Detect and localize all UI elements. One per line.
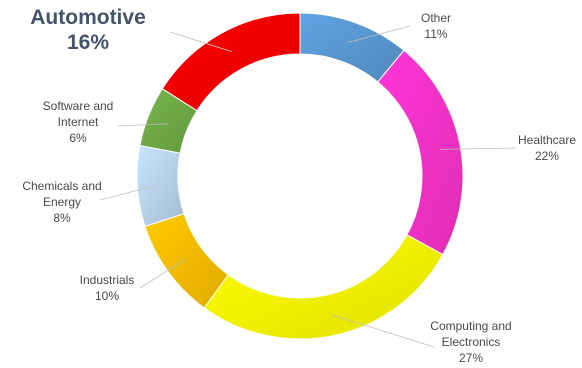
label-chemicals-and-energy-label: Chemicals and	[22, 179, 101, 193]
leader-line-healthcare	[439, 147, 516, 150]
leader-line-industrials	[139, 259, 186, 289]
slice-automotive	[161, 12, 301, 112]
label-automotive: Automotive 16%	[30, 6, 146, 54]
label-industrials: Industrials 10%	[80, 273, 135, 303]
label-healthcare: Healthcare 22%	[518, 133, 576, 163]
slice-computing-and-electronics	[203, 234, 444, 340]
label-healthcare-label: Healthcare	[518, 133, 576, 147]
slices-layer	[136, 12, 464, 340]
label-software-and-internet-label: Software and	[43, 99, 114, 113]
leader-line-other	[347, 25, 411, 43]
label-automotive-value: 16%	[67, 31, 109, 54]
label-software-and-internet-value: 6%	[69, 131, 87, 145]
label-other-value: 11%	[424, 27, 447, 41]
leader-lines	[99, 25, 516, 348]
label-chemicals-and-energy-value: 8%	[53, 211, 71, 225]
slice-chemicals-and-energy	[136, 144, 185, 228]
slice-healthcare	[377, 49, 464, 256]
leader-line-automotive	[169, 31, 232, 52]
label-computing-and-electronics-label: Computing and	[430, 319, 511, 333]
label-chemicals-and-energy-label-1: Energy	[43, 195, 81, 209]
label-automotive-label: Automotive	[30, 6, 146, 29]
label-chemicals-and-energy: Chemicals and Energy 8%	[22, 179, 101, 225]
label-computing-and-electronics: Computing and Electronics 27%	[430, 319, 511, 365]
label-healthcare-value: 22%	[535, 149, 559, 163]
slice-labels: Other 11% Healthcare 22% Computing and Electr…	[22, 6, 576, 365]
label-industrials-value: 10%	[95, 289, 119, 303]
label-industrials-label: Industrials	[80, 273, 135, 287]
label-computing-and-electronics-label-1: Electronics	[442, 335, 501, 349]
leader-line-computing-and-electronics	[330, 314, 435, 348]
label-other-label: Other	[421, 11, 451, 25]
label-software-and-internet-label-1: Internet	[58, 115, 99, 129]
label-other: Other 11%	[421, 11, 451, 41]
label-computing-and-electronics-value: 27%	[459, 351, 483, 365]
leader-line-software-and-internet	[117, 123, 168, 127]
label-software-and-internet: Software and Internet 6%	[43, 99, 114, 145]
leader-line-chemicals-and-energy	[99, 184, 159, 201]
